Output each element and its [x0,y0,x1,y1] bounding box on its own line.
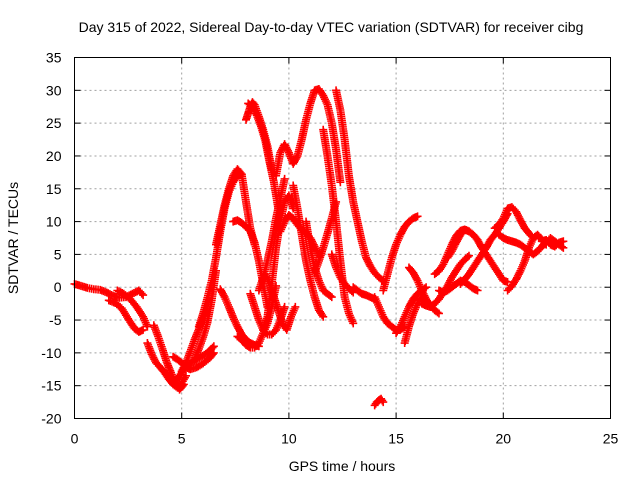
data-point [139,325,148,334]
data-point [209,348,218,357]
data-series-track-02 [104,296,148,336]
data-point [280,302,289,311]
data-point [327,293,336,302]
y-tick-labels: -20 -15 -10 -5 0 5 10 15 20 25 30 35 [41,50,61,427]
x-tick-labels: 0 5 10 15 20 25 [71,431,619,447]
y-tick-label: 5 [54,246,62,262]
y-tick-label: 30 [46,82,62,98]
y-tick-label: 25 [46,115,62,131]
data-series-track-05 [149,321,188,394]
data-point [503,277,512,286]
data-point [291,302,300,311]
data-point [208,343,217,352]
y-tick-label: 0 [54,279,62,295]
data-series-track-03 [113,286,152,331]
data-point [209,342,218,351]
data-series-track-32 [379,212,422,295]
data-point [178,381,187,390]
data-series-track-23 [289,181,328,321]
x-tick-label: 20 [496,431,512,447]
x-tick-label: 0 [71,431,79,447]
x-tick-label: 10 [281,431,297,447]
data-point [413,212,422,221]
data-series-track-07 [169,348,218,374]
x-axis-title: GPS time / hours [289,458,396,474]
data-series-track-33 [392,283,431,338]
data-point [181,371,190,380]
data-point [379,398,388,407]
data-point [208,350,217,359]
data-point [473,286,482,295]
data-series-track-24 [302,217,336,302]
y-axis-title: SDTVAR / TECUs [5,182,21,294]
y-tick-label: -5 [49,312,62,328]
data-series-track-10 [194,170,246,331]
data-series-track-01 [70,279,148,302]
data-series-track-40 [456,209,512,288]
data-point [143,322,152,331]
data-series-track-30 [370,394,388,410]
data-series-track-38 [434,276,482,297]
data-point [559,237,568,246]
y-tick-label: 20 [46,148,62,164]
data-series-track-28 [327,250,358,297]
data-point [319,312,328,321]
data-series-track-12 [216,285,263,351]
data-series-track-21 [272,85,345,187]
y-tick-label: -20 [41,411,61,427]
data-series-track-20 [254,174,289,295]
data-point [139,291,148,300]
y-tick-label: -10 [41,345,61,361]
data-series-track-39 [443,225,512,286]
data-series-track-27 [332,86,388,285]
data-point [464,251,473,260]
data-points [70,85,568,410]
y-tick-label: 15 [46,181,62,197]
data-point [336,178,345,187]
data-series-track-45 [537,235,568,251]
data-point [280,174,289,183]
data-point [179,380,188,389]
y-tick-label: 35 [46,50,62,66]
x-tick-label: 5 [178,431,186,447]
y-tick-label: -15 [41,378,61,394]
data-point [349,319,358,328]
x-tick-label: 15 [388,431,404,447]
data-point [434,309,443,318]
x-tick-label: 25 [603,431,619,447]
chart-title: Day 315 of 2022, Sidereal Day-to-day VTE… [79,19,584,35]
data-point [559,243,568,252]
plot-frame [74,57,611,419]
y-tick-label: 10 [46,214,62,230]
